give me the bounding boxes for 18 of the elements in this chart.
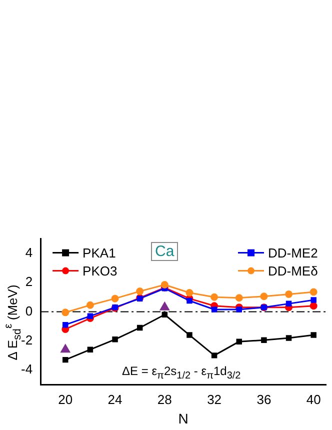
legend-label: DD-ME2	[268, 245, 318, 260]
x-tick-label: 36	[256, 392, 272, 407]
x-axis-title: N	[178, 410, 188, 426]
y-tick-label: -2	[20, 332, 33, 348]
x-tick-label: 40	[306, 392, 321, 407]
y-tick-label: 0	[25, 303, 33, 318]
x-tick-label: 20	[58, 392, 73, 407]
y-tick-label: 4	[25, 244, 33, 260]
x-tick-label: 32	[207, 392, 222, 407]
annotation: Ca	[151, 242, 178, 261]
legend-label: PKO3	[82, 263, 118, 278]
legend-label: PKA1	[82, 245, 116, 260]
x-tick-label: 28	[157, 392, 172, 407]
x-tick-label: 24	[108, 392, 122, 407]
annotation: ΔE = ε$_{π}$2s$_{1/2}$ - ε$_{π}$1d$_{3/2}$	[122, 364, 241, 382]
legend-label: DD-MEδ	[268, 263, 318, 278]
y-tick-label: 2	[25, 274, 33, 290]
y-tick-label: -4	[20, 362, 33, 377]
